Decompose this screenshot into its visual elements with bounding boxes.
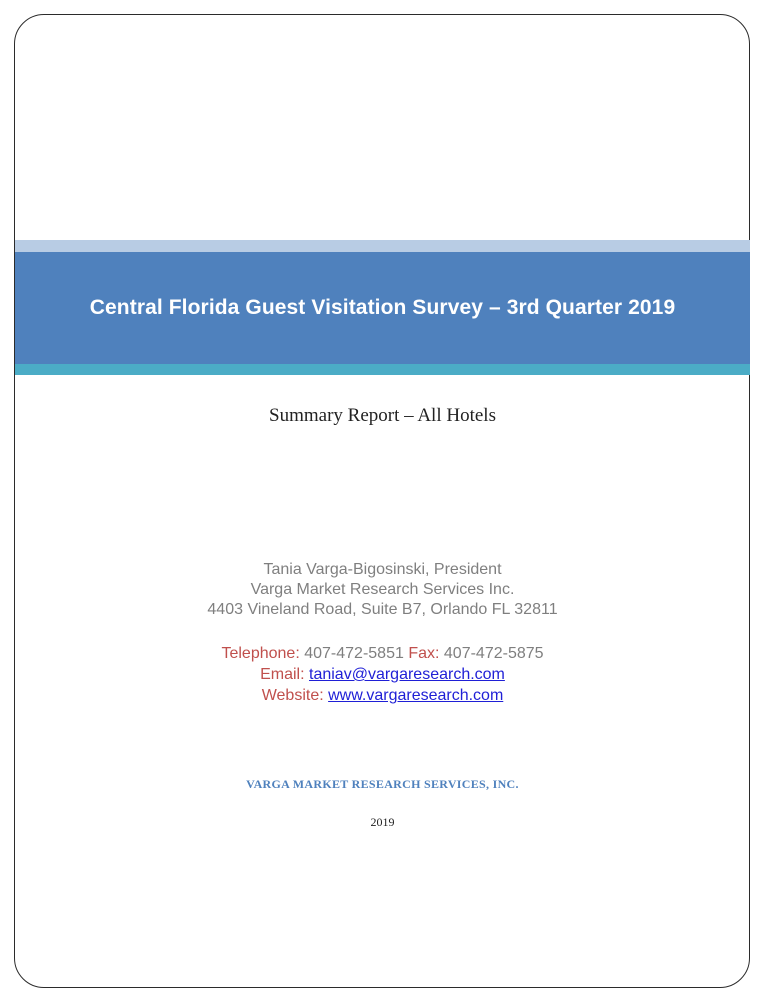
telephone-number: 407-472-5851 bbox=[304, 645, 404, 662]
contact-block: Tania Varga-Bigosinski, President Varga … bbox=[15, 560, 750, 620]
page-border bbox=[14, 14, 750, 988]
email-line: Email: taniav@vargaresearch.com bbox=[15, 664, 750, 685]
phone-line: Telephone: 407-472-5851 Fax: 407-472-587… bbox=[15, 643, 750, 664]
contact-address: 4403 Vineland Road, Suite B7, Orlando FL… bbox=[207, 601, 558, 618]
title-band-top-stripe bbox=[15, 240, 750, 252]
fax-label: Fax: bbox=[408, 645, 440, 662]
fax-number: 407-472-5875 bbox=[443, 645, 544, 662]
telephone-label: Telephone: bbox=[221, 645, 300, 662]
email-label: Email: bbox=[260, 666, 305, 683]
report-title: Central Florida Guest Visitation Survey … bbox=[89, 296, 676, 319]
email-link[interactable]: taniav@vargaresearch.com bbox=[309, 666, 505, 683]
website-label: Website: bbox=[261, 687, 324, 704]
contact-name: Tania Varga-Bigosinski, President bbox=[263, 561, 502, 578]
contact-company: Varga Market Research Services Inc. bbox=[250, 581, 515, 598]
footer-year: 2019 bbox=[370, 815, 395, 829]
footer-company-name: VARGA MARKET RESEARCH SERVICES, INC. bbox=[246, 777, 519, 791]
website-link[interactable]: www.vargaresearch.com bbox=[328, 687, 504, 704]
website-line: Website: www.vargaresearch.com bbox=[15, 685, 750, 706]
report-subtitle: Summary Report – All Hotels bbox=[269, 405, 496, 426]
title-band-bottom-stripe bbox=[15, 364, 750, 375]
title-band: Central Florida Guest Visitation Survey … bbox=[15, 252, 750, 364]
contact-details: Telephone: 407-472-5851 Fax: 407-472-587… bbox=[15, 643, 750, 706]
